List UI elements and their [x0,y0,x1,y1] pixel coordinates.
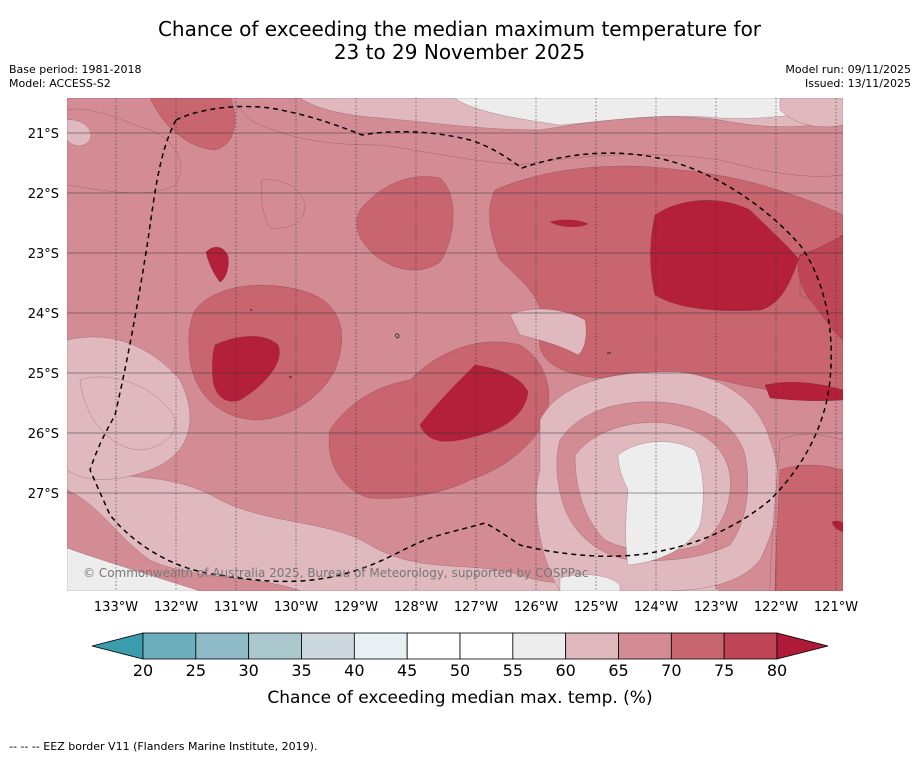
eez-border-line [89,105,832,583]
lon-label: 124°W [634,600,678,615]
lat-label: 23°S [28,247,59,262]
base-period: Base period: 1981-2018 [9,63,142,76]
colorbar-tick-label: 45 [397,661,417,680]
colorbar-segment [406,632,461,660]
lat-label: 21°S [28,127,59,142]
colorbar-segment [670,632,725,660]
lat-label: 25°S [28,367,59,382]
field-zone-85-southeast [764,382,843,402]
colorbar-ticks: 20 25 30 35 40 45 50 55 60 65 70 75 80 [133,661,787,680]
colorbar-segment [618,632,672,660]
lon-label: 121°W [814,600,858,615]
colorbar-tick-label: 80 [767,661,787,680]
colorbar-under-arrow [91,632,144,660]
field-zone-65-west-inner [79,376,176,451]
colorbar-tick-label: 60 [555,661,575,680]
lat-label: 24°S [28,307,59,322]
field-zone-85-west-central [212,336,280,402]
field-zone-85-dot [205,246,229,283]
lon-label: 128°W [394,600,438,615]
colorbar-segment [565,632,619,660]
colorbar-over-arrow [776,632,829,660]
colorbar-tick-label: 25 [186,661,206,680]
field-zone-75-east-edge [774,464,843,591]
field-zone-75-north [149,98,236,151]
colorbar-segment [195,632,250,660]
field-zone-65-center [509,308,587,356]
lon-label: 131°W [214,600,258,615]
lon-label: 127°W [454,600,498,615]
colorbar-segment [248,632,302,660]
colorbar-tick-label: 40 [344,661,364,680]
field-zone-85-south-central [419,364,529,442]
lat-label: 22°S [28,187,59,202]
copyright-text: © Commonwealth of Australia 2025, Bureau… [83,566,588,580]
field-zone-75-central [356,176,454,271]
latitude-labels: 21°S 22°S 23°S 24°S 25°S 26°S 27°S [28,127,59,502]
lat-label: 27°S [28,487,59,502]
field-zone-85-east-dot [831,520,843,533]
colorbar-tick-label: 70 [661,661,681,680]
colorbar-tick-label: 75 [714,661,734,680]
field-zone-65-north-patch [779,98,843,128]
model-run: Model run: 09/11/2025 [785,63,911,76]
lon-label: 133°W [94,600,138,615]
lon-label: 132°W [154,600,198,615]
field-zone-70-southwest [67,489,301,591]
grid-lines [67,98,843,591]
colorbar-tick-label: 65 [608,661,628,680]
colorbar-segment [512,632,567,660]
longitude-labels: 133°W 132°W 131°W 130°W 129°W 128°W 127°… [94,600,858,615]
field-zone-70-patch [261,179,306,229]
map-title: Chance of exceeding the median maximum t… [157,17,762,64]
field-zone-60-southeast [617,441,704,566]
colorbar-segment [353,632,408,660]
colorbar-tick-label: 20 [133,661,153,680]
lon-label: 122°W [754,600,798,615]
colorbar-tick-label: 50 [450,661,470,680]
colorbar-segment [301,632,355,660]
colorbar-tick-label: 55 [503,661,523,680]
lon-label: 130°W [274,600,318,615]
colorbar-tick-label: 30 [238,661,258,680]
colorbar-label: Chance of exceeding median max. temp. (%… [267,688,652,708]
field-zone-60-bottom [559,574,621,591]
lon-label: 126°W [514,600,558,615]
lat-label: 26°S [28,427,59,442]
field-zone-70-northwest [67,108,182,194]
meta-left: Base period: 1981-2018 Model: ACCESS-S2 [9,63,141,91]
model-name: Model: ACCESS-S2 [9,77,111,90]
colorbar-segment [459,632,514,660]
eez-footnote: -- -- -- EEZ border V11 (Flanders Marine… [9,740,318,753]
lon-label: 129°W [334,600,378,615]
temperature-field [67,98,843,591]
colorbar-segment [723,632,778,660]
colorbar-segment [142,632,197,660]
issued-date: Issued: 13/11/2025 [804,77,911,90]
colorbar: 20 25 30 35 40 45 50 55 60 65 70 75 80 Chance of exc… [91,632,829,708]
colorbar-segments [142,632,778,660]
lon-label: 125°W [574,600,618,615]
field-zone-60-southwest [67,547,201,591]
contour-mark [395,333,400,339]
lon-label: 123°W [694,600,738,615]
colorbar-tick-label: 35 [291,661,311,680]
meta-right: Model run: 09/11/2025 Issued: 13/11/2025 [785,63,911,91]
field-zone-85-small [549,219,589,227]
